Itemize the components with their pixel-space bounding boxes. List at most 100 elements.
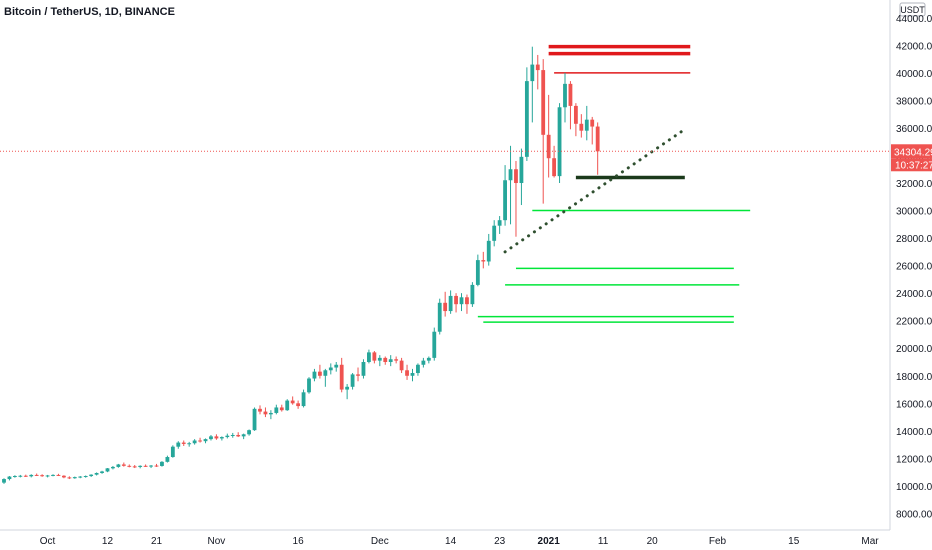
time-tick-label: 16 xyxy=(293,536,305,547)
candle-body xyxy=(508,169,513,181)
candle-body xyxy=(546,134,551,159)
candle xyxy=(552,145,557,178)
candle xyxy=(56,473,61,477)
candle-body xyxy=(268,412,273,415)
candle xyxy=(23,474,28,477)
candle xyxy=(165,455,170,463)
candle xyxy=(307,377,311,394)
candle xyxy=(317,364,322,379)
time-tick-label: 23 xyxy=(494,536,506,547)
candle-body xyxy=(116,464,121,467)
candle-body xyxy=(127,465,132,467)
candlestick-series xyxy=(2,46,600,484)
time-tick-label: Mar xyxy=(861,536,879,547)
candle xyxy=(459,293,464,312)
candle-body xyxy=(584,119,589,131)
time-tick-label: 2021 xyxy=(538,536,561,547)
candle-body xyxy=(312,371,317,379)
candle-body xyxy=(62,475,66,478)
price-tick-label: 8000.00 xyxy=(896,509,932,520)
candle-body xyxy=(459,297,464,305)
last-price-badge: 34304.29 10:37:27 xyxy=(891,144,932,172)
candle xyxy=(154,463,159,467)
price-tick-label: 44000.00 xyxy=(896,14,932,25)
candle-body xyxy=(45,475,50,477)
candle-body xyxy=(241,434,246,437)
candle-body xyxy=(132,466,137,468)
candle xyxy=(361,359,366,379)
candle xyxy=(274,404,279,415)
candle xyxy=(367,349,371,364)
plot-area[interactable] xyxy=(0,44,890,484)
candle xyxy=(421,357,426,368)
candle xyxy=(198,437,202,443)
candle xyxy=(236,432,241,438)
currency-unit-badge[interactable]: USDT xyxy=(899,2,926,17)
candle-body xyxy=(530,64,535,82)
candle-body xyxy=(89,474,94,477)
candle-body xyxy=(236,434,241,437)
candle xyxy=(410,368,415,382)
candle-body xyxy=(29,474,34,477)
candle xyxy=(29,474,34,478)
candle-body xyxy=(143,465,148,467)
candle-body xyxy=(219,437,224,439)
candle xyxy=(301,389,306,408)
candle xyxy=(481,251,486,269)
candle-body xyxy=(105,468,110,472)
candle xyxy=(339,357,344,393)
candle-body xyxy=(454,295,458,305)
candle-body xyxy=(552,158,557,177)
candle-body xyxy=(350,374,355,387)
candle xyxy=(105,468,110,473)
candle xyxy=(192,439,197,445)
candle xyxy=(116,463,121,468)
price-tick-label: 12000.00 xyxy=(896,454,932,465)
candle-body xyxy=(111,466,115,469)
candle-body xyxy=(83,476,88,478)
candle xyxy=(18,474,23,478)
candle-body xyxy=(394,359,399,361)
candle-body xyxy=(388,359,393,363)
candle xyxy=(132,465,137,469)
candle xyxy=(100,470,104,474)
candle xyxy=(535,54,540,90)
candle xyxy=(590,116,595,145)
candle-body xyxy=(399,360,404,371)
candle-body xyxy=(470,284,475,305)
candle-body xyxy=(579,123,584,131)
currency-unit-label: USDT xyxy=(900,5,925,15)
candle-body xyxy=(557,107,562,177)
candle-body xyxy=(12,476,17,478)
candle-body xyxy=(519,156,524,184)
candle-body xyxy=(372,352,377,361)
candle-body xyxy=(334,364,339,368)
candle xyxy=(34,473,39,477)
candle xyxy=(121,462,126,467)
price-tick-label: 22000.00 xyxy=(896,317,932,328)
candle xyxy=(470,282,475,307)
candle-body xyxy=(443,302,448,312)
candle xyxy=(127,464,132,468)
candle-body xyxy=(187,443,192,445)
candle-body xyxy=(121,464,126,466)
price-tick-label: 14000.00 xyxy=(896,427,932,438)
candle xyxy=(514,160,518,237)
candle xyxy=(296,400,301,409)
time-axis[interactable]: Oct 12 21 Nov 16 Dec 14 23 2021 11 20 Feb 15 Mar xyxy=(0,529,890,547)
candle-body xyxy=(154,465,159,467)
candle xyxy=(72,476,77,479)
price-axis[interactable]: USDT 8000.00 10000.00 12000.00 14000.00 1600… xyxy=(889,0,932,530)
candle-body xyxy=(421,360,426,365)
candle-body xyxy=(252,408,257,431)
candle xyxy=(519,148,524,206)
candle-body xyxy=(198,440,202,442)
candle-body xyxy=(160,461,164,466)
candle xyxy=(149,465,153,469)
time-tick-label: 11 xyxy=(598,536,609,547)
candle xyxy=(2,478,6,484)
candle-body xyxy=(356,374,360,376)
candle xyxy=(170,445,175,458)
candle xyxy=(241,433,246,440)
